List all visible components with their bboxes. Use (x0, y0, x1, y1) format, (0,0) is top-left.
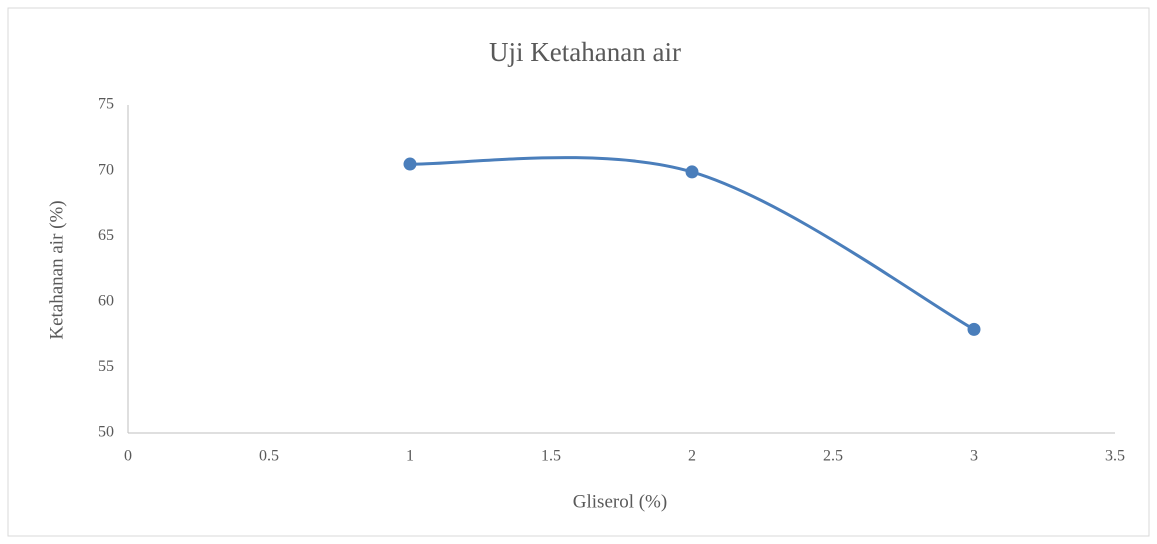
x-tick-label: 1 (406, 448, 414, 465)
x-tick-label: 1.5 (541, 448, 561, 465)
x-tick-label: 2 (688, 448, 696, 465)
y-tick-label: 75 (98, 96, 114, 113)
y-tick-label: 55 (98, 358, 114, 375)
x-tick-label: 0.5 (259, 448, 279, 465)
chart-border (7, 7, 1150, 537)
y-tick-label: 60 (98, 292, 114, 309)
x-axis-title: Gliserol (%) (573, 491, 667, 512)
x-tick-label: 3.5 (1105, 448, 1125, 465)
y-tick-label: 65 (98, 227, 114, 244)
x-tick-label: 3 (970, 448, 978, 465)
x-tick-label: 2.5 (823, 448, 843, 465)
y-tick-label: 50 (98, 424, 114, 441)
x-tick-label: 0 (124, 448, 132, 465)
data-point (403, 157, 417, 171)
y-tick-label: 70 (98, 161, 114, 178)
data-point (967, 322, 981, 336)
chart-title: Uji Ketahanan air (489, 37, 681, 67)
data-point (685, 165, 699, 179)
y-axis-title: Ketahanan air (%) (46, 200, 67, 339)
